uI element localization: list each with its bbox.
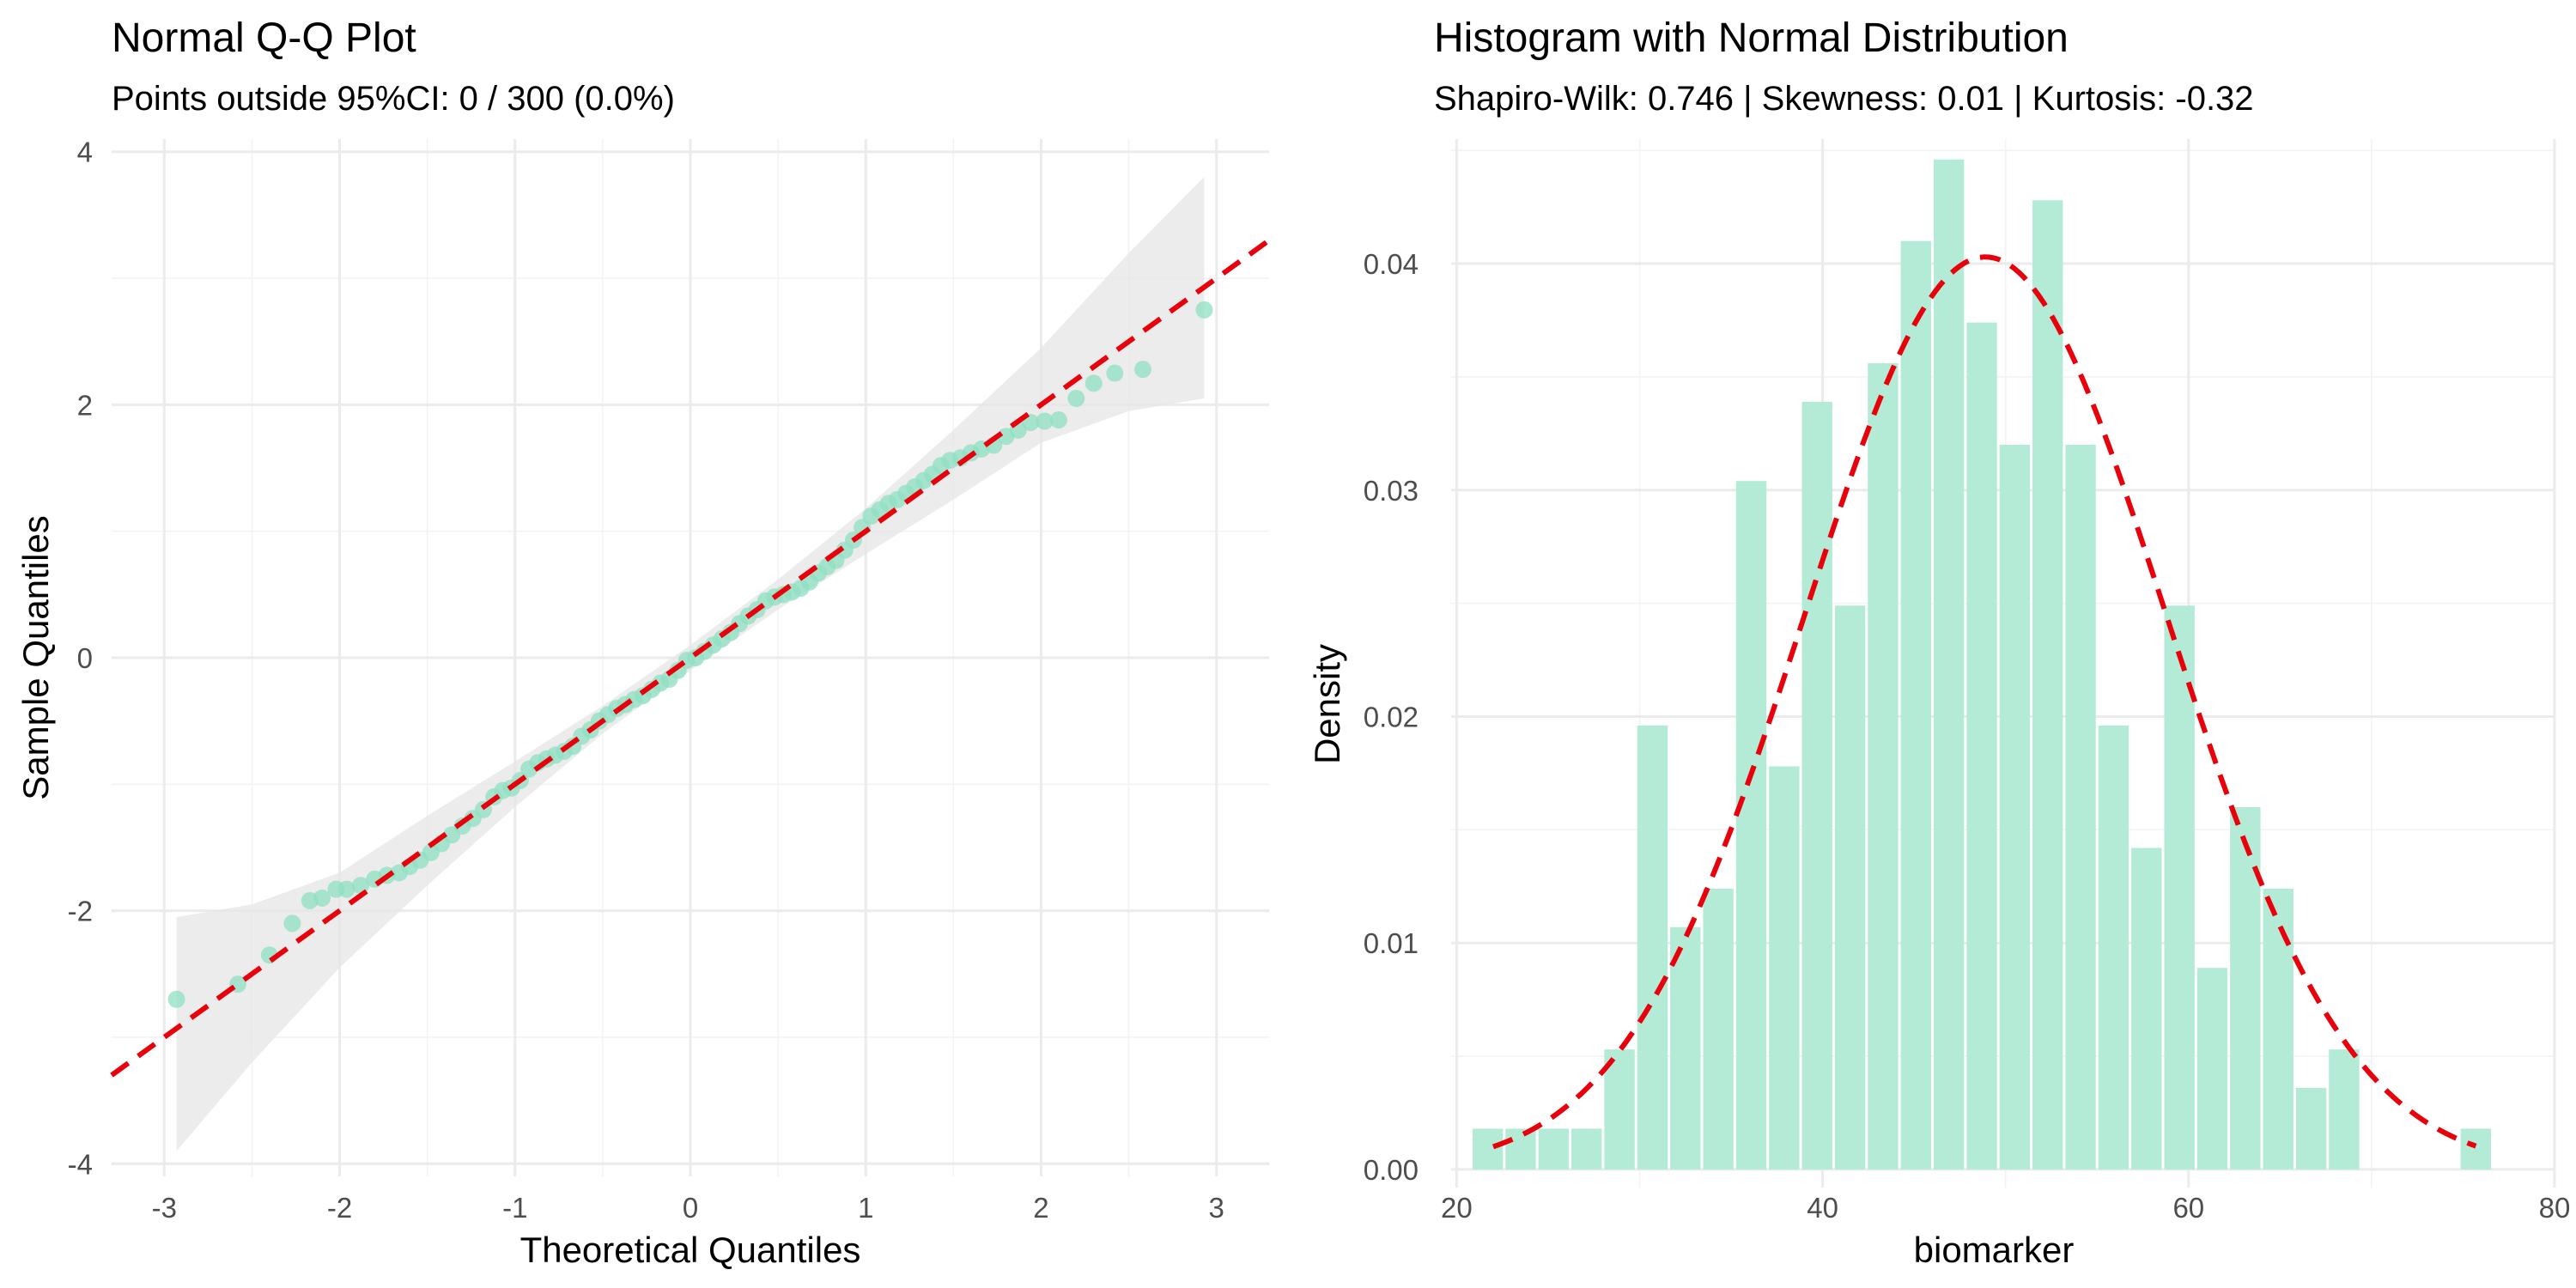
- hist-x-tick-label: 60: [2172, 1192, 2204, 1224]
- qq-plot-area: -3 -2 -1 0 1 2 3 -4 -2 0 2 4: [68, 137, 1271, 1224]
- histogram-bar: [2329, 1049, 2360, 1170]
- histogram-bar: [2032, 200, 2063, 1170]
- histogram-bar: [2164, 605, 2195, 1170]
- qq-point: [1195, 301, 1213, 319]
- histogram-bar: [1900, 240, 1931, 1170]
- histogram-bar: [2098, 726, 2129, 1170]
- histogram-panel: Histogram with Normal Distribution Shapi…: [1307, 15, 2570, 1270]
- qq-subtitle: Points outside 95%CI: 0 / 300 (0.0%): [112, 80, 675, 118]
- qq-reference-line: [110, 238, 1271, 1078]
- histogram-bar: [1966, 322, 1997, 1170]
- qq-point: [1106, 364, 1124, 382]
- qq-y-tick-label: -4: [68, 1148, 93, 1180]
- hist-plot-area: 20 40 60 80 0.00 0.01 0.02 0.03 0.04: [1364, 139, 2571, 1224]
- histogram-bar: [1999, 445, 2031, 1170]
- hist-subtitle: Shapiro-Wilk: 0.746 | Skewness: 0.01 | K…: [1434, 80, 2254, 118]
- qq-x-tick-label: 2: [1033, 1192, 1048, 1224]
- hist-title: Histogram with Normal Distribution: [1434, 15, 2069, 61]
- qq-x-axis-title: Theoretical Quantiles: [520, 1230, 861, 1270]
- histogram-bar: [2196, 968, 2228, 1170]
- histogram-bar: [1571, 1128, 1602, 1170]
- normal-density-curve: [1492, 254, 2477, 1150]
- hist-y-tick-label: 0.00: [1364, 1154, 1419, 1186]
- hist-y-tick-label: 0.04: [1364, 248, 1419, 280]
- qq-x-tick-label: -3: [152, 1192, 177, 1224]
- histogram-bar: [1703, 888, 1734, 1170]
- hist-y-tick-label: 0.01: [1364, 927, 1419, 959]
- histogram-bar: [1670, 927, 1701, 1170]
- histogram-bar: [1637, 726, 1668, 1170]
- histogram-bar: [1834, 605, 1866, 1170]
- histogram-bar: [1505, 1128, 1536, 1170]
- qq-x-tick-label: -1: [502, 1192, 527, 1224]
- histogram-bar: [1735, 481, 1767, 1170]
- qq-x-tick-label: 3: [1209, 1192, 1224, 1224]
- hist-x-tick-label: 40: [1807, 1192, 1838, 1224]
- histogram-bar: [1472, 1128, 1504, 1170]
- histogram-bar: [2065, 445, 2096, 1170]
- histogram-bar: [2230, 806, 2261, 1170]
- qq-y-tick-label: -2: [68, 896, 93, 927]
- histogram-bar: [1801, 401, 1832, 1170]
- qq-x-tick-label: 0: [683, 1192, 698, 1224]
- qq-point: [1049, 411, 1067, 429]
- histogram-bar: [2131, 848, 2162, 1170]
- histogram-bar: [1868, 363, 1899, 1170]
- histogram-bar: [1933, 159, 1965, 1170]
- qq-point: [337, 880, 355, 898]
- qq-y-tick-label: 0: [77, 642, 93, 674]
- qq-x-tick-label: -2: [327, 1192, 352, 1224]
- hist-x-tick-label: 80: [2539, 1192, 2571, 1224]
- hist-y-axis-title: Density: [1307, 644, 1347, 764]
- qq-point: [283, 914, 301, 933]
- histogram-bar: [1538, 1128, 1570, 1170]
- qq-x-tick-label: 1: [858, 1192, 873, 1224]
- qq-point: [1084, 374, 1103, 392]
- qq-point: [167, 990, 185, 1008]
- histogram-bar: [2295, 1087, 2327, 1170]
- hist-y-tick-label: 0.02: [1364, 701, 1419, 732]
- histogram-bar: [2263, 888, 2293, 1170]
- qq-point: [313, 889, 331, 907]
- hist-x-tick-label: 20: [1441, 1192, 1473, 1224]
- qq-panel: Normal Q-Q Plot Points outside 95%CI: 0 …: [15, 15, 1271, 1270]
- histogram-bar: [1604, 1049, 1635, 1170]
- hist-y-tick-label: 0.03: [1364, 475, 1419, 507]
- hist-x-axis-title: biomarker: [1914, 1230, 2075, 1270]
- histogram-bar: [1769, 766, 1800, 1170]
- qq-title: Normal Q-Q Plot: [112, 15, 416, 61]
- qq-y-axis-title: Sample Quantiles: [15, 515, 56, 800]
- qq-y-tick-label: 2: [77, 389, 93, 421]
- qq-point: [1067, 390, 1085, 407]
- histogram-bar: [2460, 1128, 2492, 1170]
- qq-point: [1133, 361, 1151, 379]
- qq-y-tick-label: 4: [77, 137, 93, 168]
- qq-point: [1036, 412, 1054, 430]
